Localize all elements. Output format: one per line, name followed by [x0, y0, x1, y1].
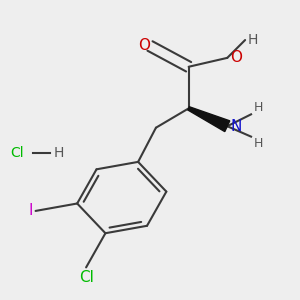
Polygon shape: [188, 107, 230, 132]
Text: Cl: Cl: [10, 146, 24, 160]
Text: Cl: Cl: [79, 270, 94, 285]
Text: O: O: [138, 38, 150, 53]
Text: H: H: [254, 136, 263, 150]
Text: H: H: [53, 146, 64, 160]
Text: H: H: [254, 101, 263, 114]
Text: I: I: [28, 203, 33, 218]
Text: N: N: [230, 119, 242, 134]
Text: H: H: [248, 33, 259, 47]
Text: O: O: [230, 50, 242, 65]
